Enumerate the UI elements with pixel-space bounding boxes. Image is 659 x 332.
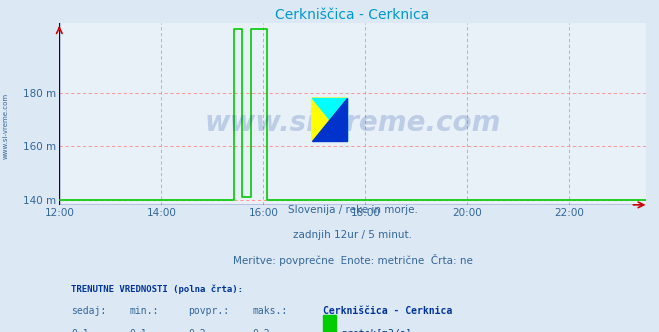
Text: www.si-vreme.com: www.si-vreme.com [2,93,9,159]
Text: maks.:: maks.: [253,306,288,316]
Text: pretok[m3/s]: pretok[m3/s] [341,329,411,332]
Bar [324,315,336,332]
Text: sedaj:: sedaj: [71,306,106,316]
Text: 0,2: 0,2 [188,329,206,332]
Text: 0,2: 0,2 [253,329,270,332]
Text: Slovenija / reke in morje.: Slovenija / reke in morje. [287,205,418,215]
Text: povpr.:: povpr.: [188,306,229,316]
Text: zadnjih 12ur / 5 minut.: zadnjih 12ur / 5 minut. [293,230,412,240]
Text: www.si-vreme.com: www.si-vreme.com [204,109,501,137]
Polygon shape [312,98,347,141]
Title: Cerkniščica - Cerknica: Cerkniščica - Cerknica [275,8,430,22]
Text: TRENUTNE VREDNOSTI (polna črta):: TRENUTNE VREDNOSTI (polna črta): [71,284,243,293]
Text: 0,1: 0,1 [130,329,148,332]
Polygon shape [312,98,347,141]
Text: Meritve: povprečne  Enote: metrične  Črta: ne: Meritve: povprečne Enote: metrične Črta:… [233,254,473,266]
Polygon shape [312,98,347,141]
Text: 0,1: 0,1 [71,329,89,332]
Text: min.:: min.: [130,306,159,316]
Text: Cerkniščica - Cerknica: Cerkniščica - Cerknica [324,306,453,316]
